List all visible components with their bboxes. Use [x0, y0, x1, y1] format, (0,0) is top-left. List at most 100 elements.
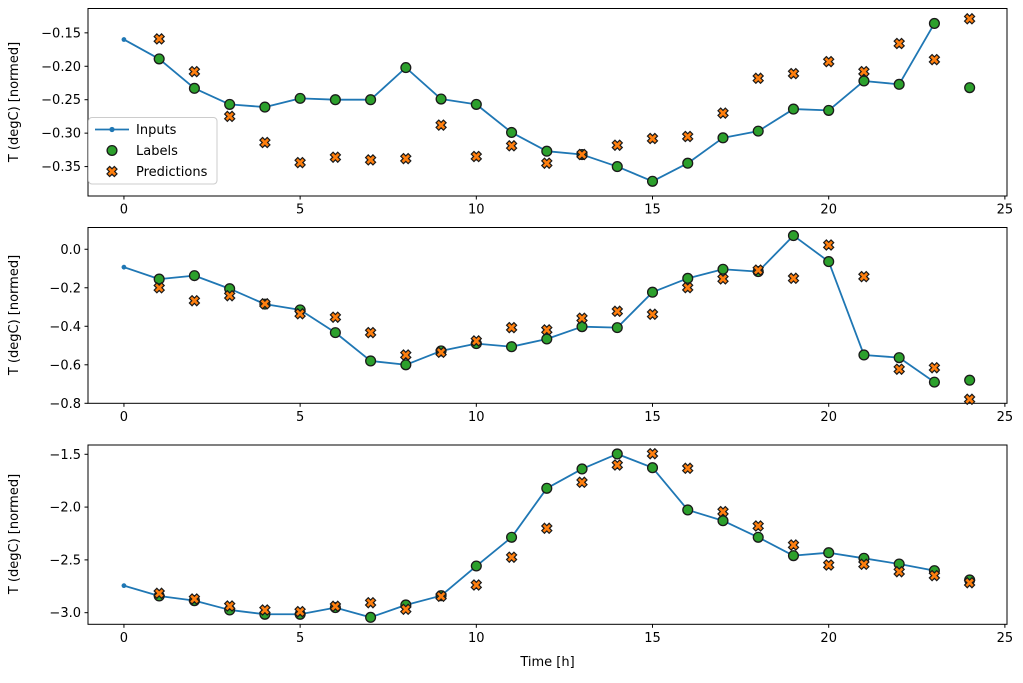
legend-label-inputs: Inputs: [136, 123, 177, 138]
predictions-marker: [294, 307, 306, 320]
predictions-marker: [364, 154, 377, 166]
y-tick-label: −3.0: [49, 606, 81, 621]
axes-frame: [87, 444, 1008, 625]
y-tick-label: −0.25: [41, 93, 81, 108]
y-tick-label: −0.30: [41, 127, 81, 142]
legend-label-labels: Labels: [136, 144, 178, 159]
predictions-marker: [188, 65, 201, 78]
labels-marker: [893, 352, 905, 364]
y-axis-label-bottom: T (degC) [normed]: [7, 474, 22, 595]
labels-marker: [752, 125, 764, 137]
labels-marker: [576, 463, 588, 475]
predictions-marker: [963, 12, 976, 25]
predictions-marker: [435, 119, 447, 131]
x-tick-label: 5: [296, 203, 304, 218]
labels-marker: [329, 94, 341, 106]
labels-marker: [787, 550, 800, 562]
inputs-marker: [121, 264, 127, 270]
legend-labels-circle-icon: [106, 144, 118, 157]
predictions-marker: [576, 312, 588, 325]
y-tick-label: −1.5: [49, 448, 81, 463]
labels-marker: [787, 103, 800, 115]
predictions-marker: [752, 520, 765, 532]
labels-marker: [576, 321, 588, 333]
x-tick-label: 10: [468, 631, 485, 646]
predictions-marker: [294, 156, 306, 169]
labels-marker: [188, 82, 200, 94]
labels-marker: [470, 98, 482, 110]
labels-marker: [506, 126, 518, 139]
subplot-3: 0 5 10 15 20 25 −1.5 −2.0 −2.5 −3.0: [49, 444, 1013, 646]
y-tick-label: −0.4: [49, 320, 81, 335]
y-tick-label: −0.8: [49, 397, 81, 412]
predictions-marker: [963, 393, 976, 406]
predictions-marker: [576, 148, 588, 161]
x-tick-label: 20: [820, 203, 837, 218]
x-tick-label: 20: [820, 410, 837, 425]
predictions-marker: [505, 321, 518, 334]
labels-marker: [541, 145, 553, 157]
predictions-marker: [435, 590, 447, 603]
y-tick-label: 0.0: [60, 243, 81, 258]
predictions-marker: [822, 55, 835, 68]
predictions-marker: [259, 297, 271, 310]
predictions-marker: [822, 239, 835, 251]
x-tick-label: 25: [997, 203, 1014, 218]
labels-marker: [506, 341, 518, 353]
predictions-marker: [893, 37, 906, 50]
labels-marker: [470, 560, 482, 572]
labels-marker: [646, 462, 659, 474]
x-tick-label: 20: [820, 631, 837, 646]
predictions-marker: [611, 305, 624, 318]
predictions-marker: [928, 569, 941, 582]
labels-marker: [717, 132, 729, 144]
predictions-marker: [858, 558, 870, 571]
predictions-marker: [752, 264, 765, 276]
x-tick-label: 10: [468, 410, 485, 425]
predictions-marker: [681, 130, 694, 143]
x-tick-label: 5: [296, 410, 304, 425]
x-axis-label: Time [h]: [519, 655, 574, 670]
labels-marker: [682, 504, 694, 516]
legend-label-predictions: Predictions: [136, 165, 208, 180]
x-tick-label: 25: [997, 410, 1014, 425]
labels-marker: [964, 374, 976, 386]
labels-marker: [893, 78, 905, 90]
predictions-marker: [470, 150, 483, 163]
predictions-marker: [963, 576, 976, 589]
predictions-marker: [329, 600, 342, 613]
predictions-marker: [329, 311, 342, 324]
labels-marker: [787, 230, 800, 242]
labels-marker: [823, 104, 835, 116]
x-tick-label: 15: [644, 203, 661, 218]
labels-marker: [611, 448, 623, 460]
labels-marker: [541, 333, 553, 345]
y-axis-label-top: T (degC) [normed]: [7, 42, 22, 163]
predictions-marker: [540, 157, 553, 170]
predictions-marker: [893, 565, 906, 578]
y-tick-label: −0.2: [49, 281, 81, 296]
predictions-marker: [223, 600, 236, 612]
predictions-marker: [787, 272, 800, 285]
x-tick-label: 0: [120, 631, 128, 646]
labels-marker: [541, 482, 553, 494]
predictions-marker: [540, 324, 553, 336]
x-tick-label: 0: [120, 203, 128, 218]
predictions-marker: [752, 72, 765, 85]
labels-marker: [188, 270, 200, 282]
predictions-marker: [435, 346, 447, 359]
predictions-marker: [153, 33, 166, 45]
subplots-container: 0 5 10 15 20 25−0.15−0.20−0.25−0.30−0.350 5 10 1…: [41, 8, 1014, 646]
labels-marker: [611, 322, 623, 334]
labels-marker: [964, 82, 976, 94]
predictions-marker: [822, 559, 835, 571]
labels-marker: [435, 93, 447, 105]
labels-marker: [823, 547, 835, 559]
predictions-marker: [399, 603, 412, 616]
predictions-marker: [717, 107, 729, 119]
subplot-1: 0 5 10 15 20 25 −0.15 −0.20 −0.25 −0.30 −0.35: [41, 8, 1014, 218]
predictions-marker: [399, 349, 412, 361]
predictions-marker: [893, 363, 906, 376]
y-tick-label: −2.0: [49, 501, 81, 516]
